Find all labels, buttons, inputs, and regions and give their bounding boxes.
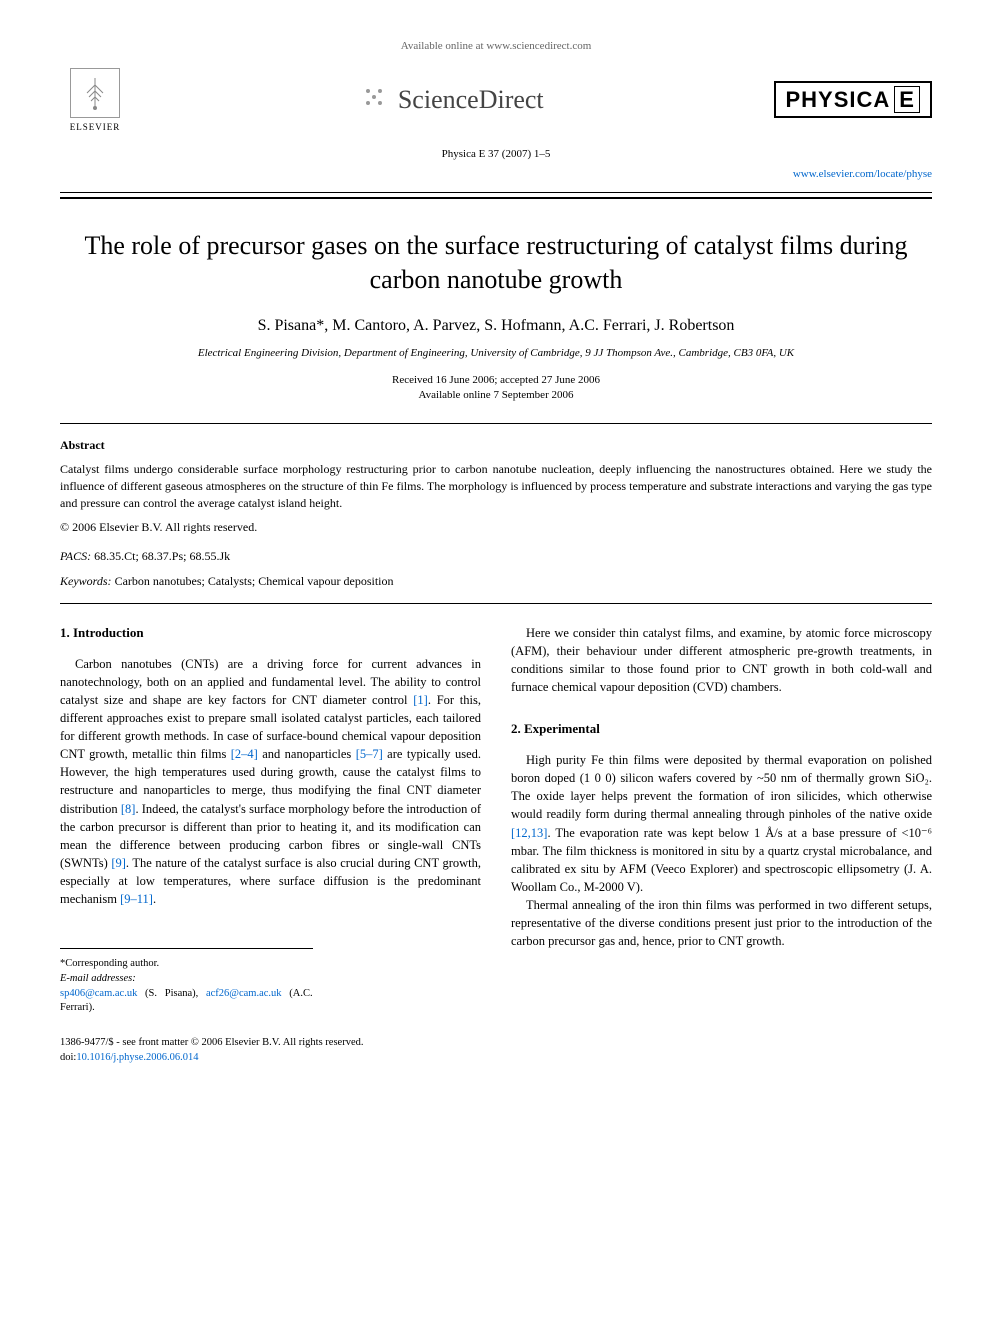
- header-logos-row: ELSEVIER ScienceDirect PHYSICAE: [60, 60, 932, 140]
- ref-link[interactable]: [5–7]: [356, 747, 383, 761]
- intro-paragraph-2: Here we consider thin catalyst films, an…: [511, 624, 932, 697]
- affiliation: Electrical Engineering Division, Departm…: [60, 347, 932, 359]
- abstract-copyright: © 2006 Elsevier B.V. All rights reserved…: [60, 520, 932, 535]
- footer-meta: 1386-9477/$ - see front matter © 2006 El…: [60, 1036, 481, 1065]
- article-title: The role of precursor gases on the surfa…: [60, 229, 932, 297]
- right-column: Here we consider thin catalyst films, an…: [511, 624, 932, 1066]
- journal-reference: Physica E 37 (2007) 1–5: [60, 148, 932, 160]
- corresponding-author: *Corresponding author.: [60, 957, 313, 972]
- experimental-heading: 2. Experimental: [511, 720, 932, 739]
- body-columns: 1. Introduction Carbon nanotubes (CNTs) …: [60, 624, 932, 1066]
- email-link[interactable]: acf26@cam.ac.uk: [206, 988, 282, 999]
- divider: [60, 603, 932, 604]
- experimental-paragraph-2: Thermal annealing of the iron thin films…: [511, 896, 932, 950]
- abstract-heading: Abstract: [60, 438, 932, 453]
- sciencedirect-icon: [360, 83, 388, 117]
- article-dates: Received 16 June 2006; accepted 27 June …: [60, 373, 932, 404]
- email-addresses: E-mail addresses: sp406@cam.ac.uk (S. Pi…: [60, 972, 313, 1016]
- introduction-heading: 1. Introduction: [60, 624, 481, 643]
- footnote-block: *Corresponding author. E-mail addresses:…: [60, 948, 313, 1016]
- doi-line: doi:10.1016/j.physe.2006.06.014: [60, 1051, 481, 1066]
- ref-link[interactable]: [9–11]: [120, 892, 153, 906]
- sciencedirect-logo: ScienceDirect: [360, 83, 544, 117]
- authors-list: S. Pisana*, M. Cantoro, A. Parvez, S. Ho…: [60, 317, 932, 335]
- abstract-text: Catalyst films undergo considerable surf…: [60, 461, 932, 511]
- email-link[interactable]: sp406@cam.ac.uk: [60, 988, 137, 999]
- elsevier-tree-icon: [70, 68, 120, 118]
- elsevier-label: ELSEVIER: [70, 122, 121, 132]
- ref-link[interactable]: [2–4]: [231, 747, 258, 761]
- intro-paragraph-1: Carbon nanotubes (CNTs) are a driving fo…: [60, 655, 481, 909]
- left-column: 1. Introduction Carbon nanotubes (CNTs) …: [60, 624, 481, 1066]
- sciencedirect-text: ScienceDirect: [398, 85, 544, 115]
- divider: [60, 197, 932, 199]
- physica-logo: PHYSICAE: [774, 87, 932, 113]
- ref-link[interactable]: [8]: [121, 802, 136, 816]
- ref-link[interactable]: [9]: [111, 856, 126, 870]
- experimental-paragraph-1: High purity Fe thin films were deposited…: [511, 751, 932, 896]
- journal-link[interactable]: www.elsevier.com/locate/physe: [60, 168, 932, 180]
- pacs-line: PACS: 68.35.Ct; 68.37.Ps; 68.55.Jk: [60, 549, 932, 564]
- doi-link[interactable]: 10.1016/j.physe.2006.06.014: [76, 1052, 198, 1063]
- available-online-text: Available online at www.sciencedirect.co…: [60, 40, 932, 52]
- ref-link[interactable]: [1]: [413, 693, 428, 707]
- elsevier-logo: ELSEVIER: [60, 60, 130, 140]
- ref-link[interactable]: [12,13]: [511, 826, 547, 840]
- divider: [60, 192, 932, 193]
- divider: [60, 423, 932, 424]
- issn-line: 1386-9477/$ - see front matter © 2006 El…: [60, 1036, 481, 1051]
- keywords-line: Keywords: Carbon nanotubes; Catalysts; C…: [60, 574, 932, 589]
